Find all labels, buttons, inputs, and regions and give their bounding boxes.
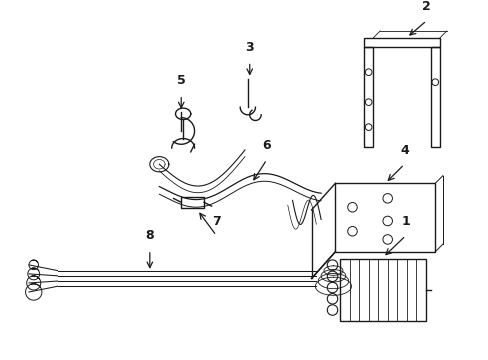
Text: 3: 3 (245, 41, 254, 54)
Bar (335, 183, 434, 252)
Text: 6: 6 (262, 139, 271, 152)
Text: 7: 7 (212, 215, 221, 228)
Bar (429, 47, 439, 147)
Text: 8: 8 (145, 229, 154, 242)
Text: 1: 1 (401, 215, 409, 228)
Bar (181, 197, 203, 208)
Text: 5: 5 (177, 74, 185, 87)
Bar (363, 38, 439, 47)
Text: 2: 2 (422, 0, 430, 13)
Bar (340, 260, 425, 321)
Bar (363, 47, 373, 147)
Text: 4: 4 (399, 144, 408, 157)
